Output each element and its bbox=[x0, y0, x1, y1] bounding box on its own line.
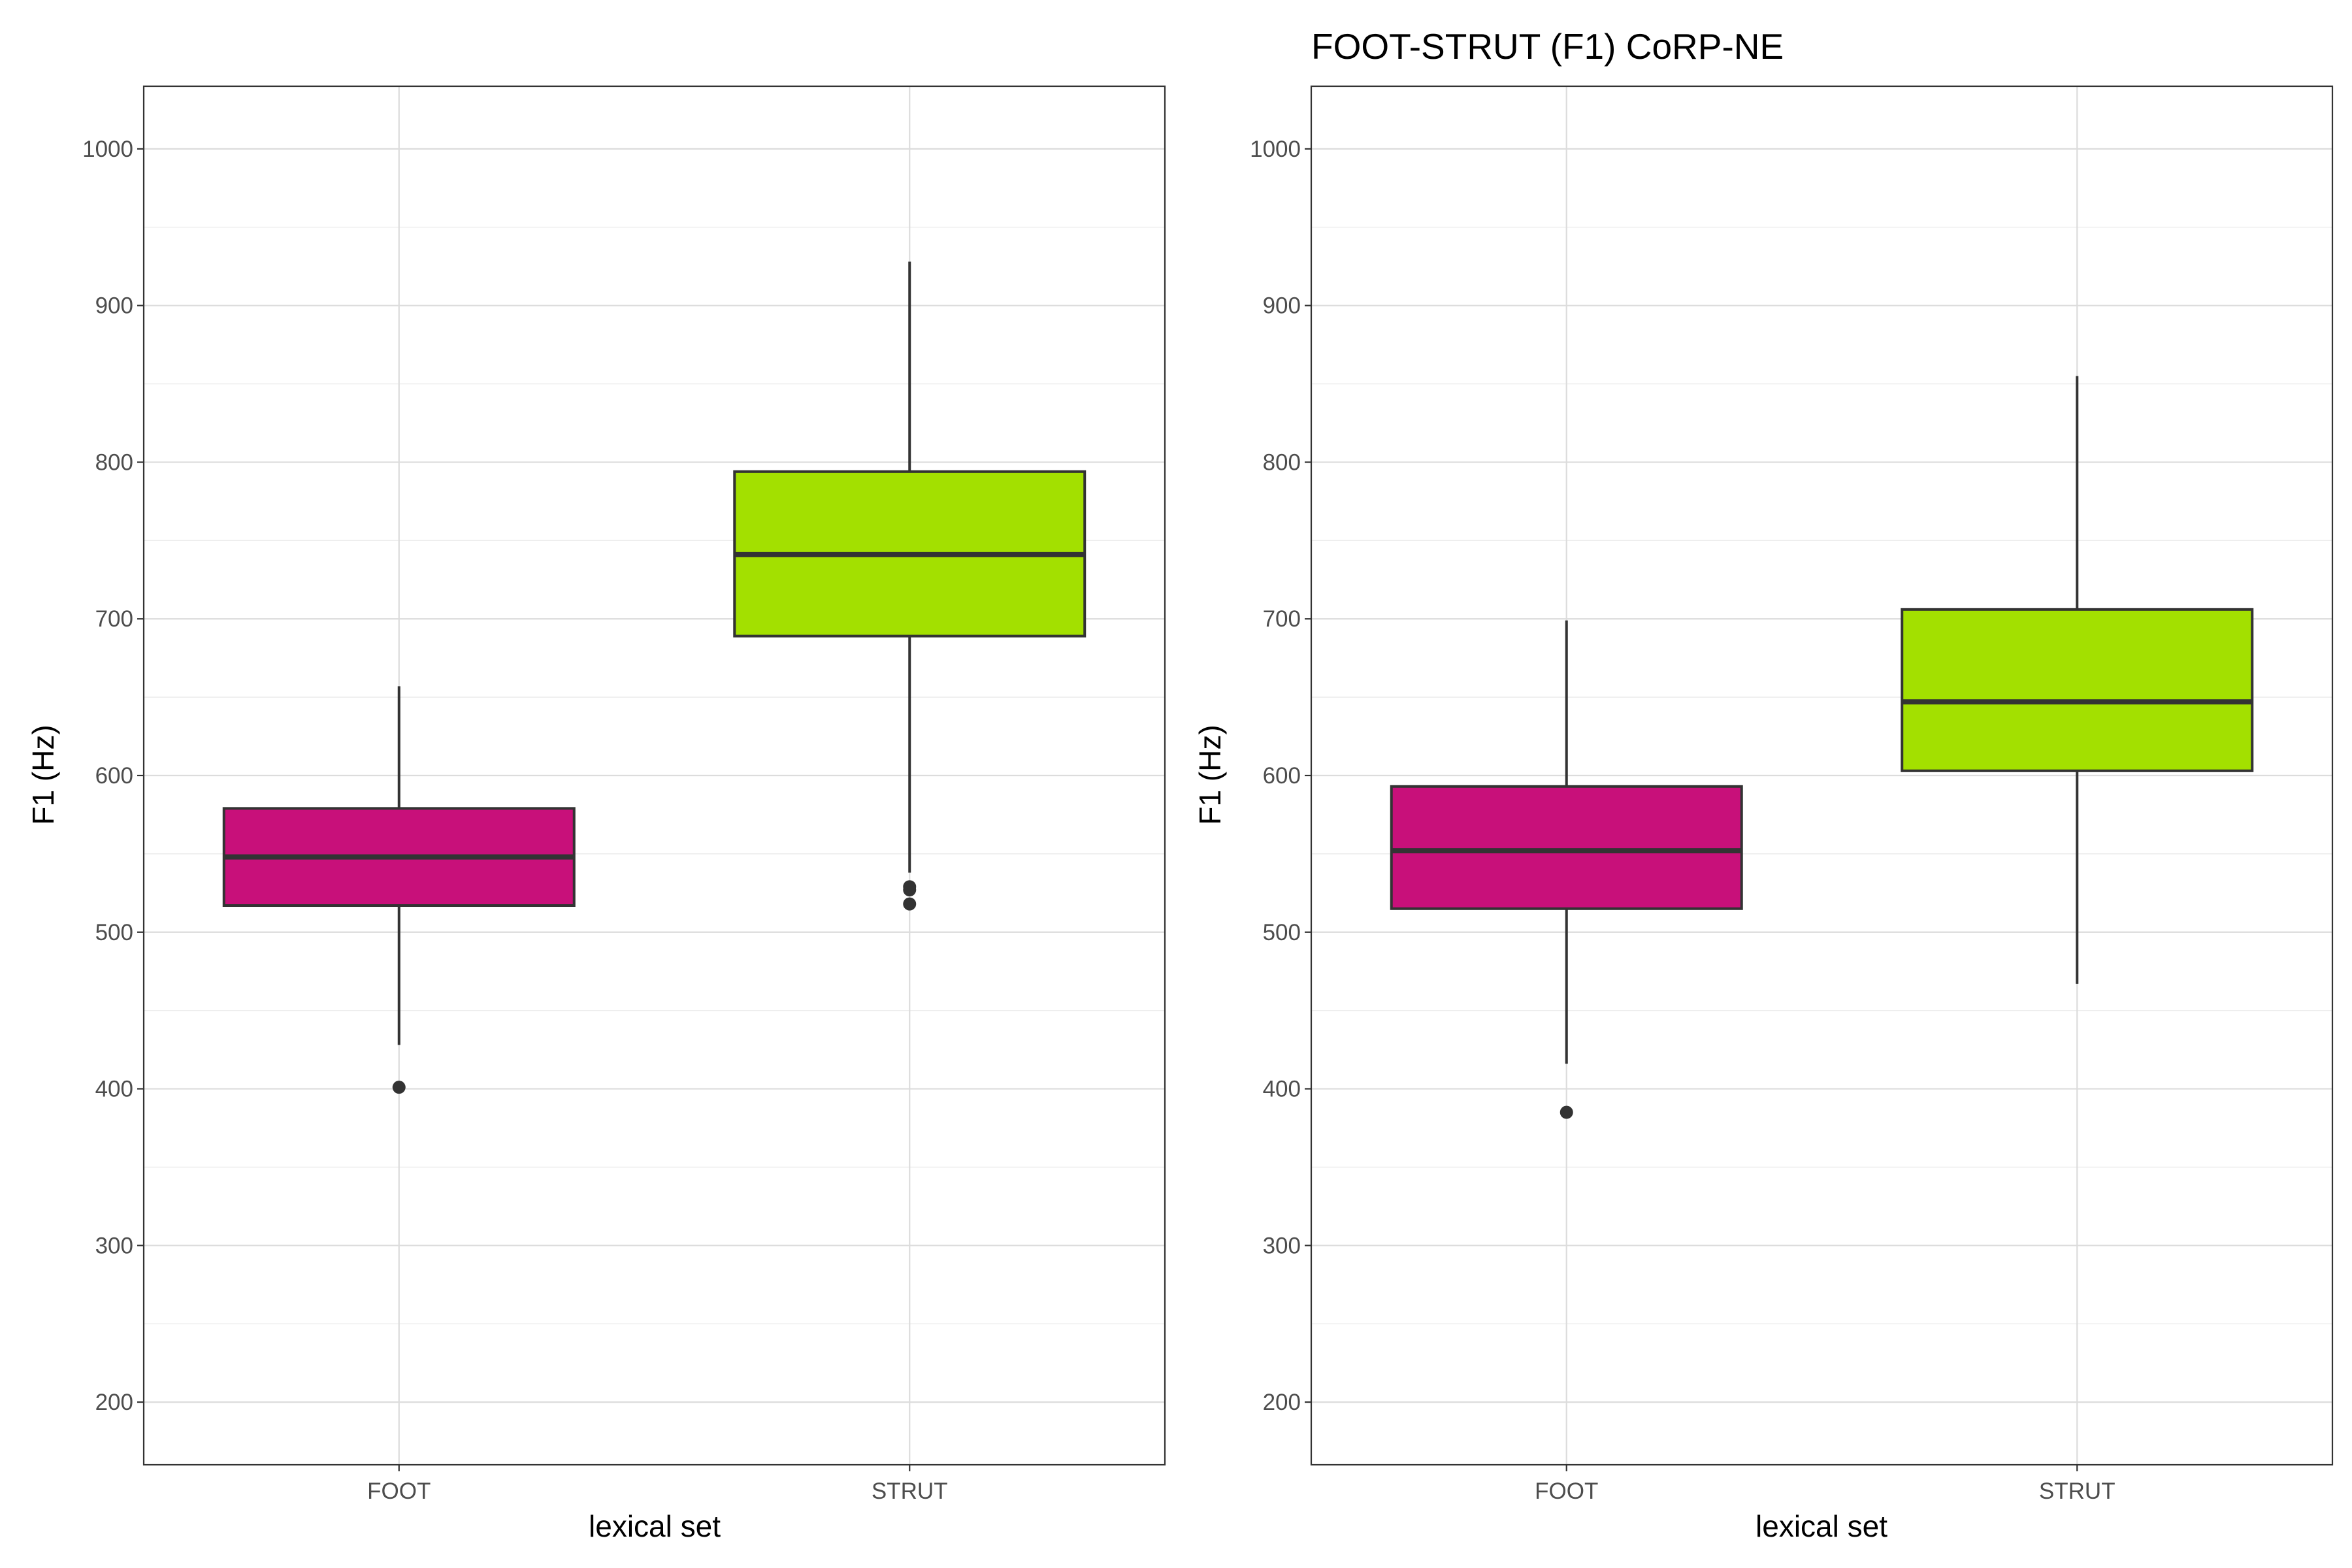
x-axis-title: lexical set bbox=[589, 1509, 721, 1543]
y-tick-label: 200 bbox=[1263, 1390, 1301, 1415]
y-tick-label: 900 bbox=[95, 293, 133, 319]
y-tick-label: 800 bbox=[95, 449, 133, 475]
y-tick-label: 700 bbox=[95, 606, 133, 632]
box-foot bbox=[222, 686, 576, 1094]
box-foot bbox=[1390, 620, 1743, 1119]
y-tick-label: 400 bbox=[1263, 1077, 1301, 1102]
y-tick-label: 200 bbox=[95, 1390, 133, 1415]
y-tick-label: 500 bbox=[95, 920, 133, 945]
plot-area: 200 300 400 500 600 700 800 900 1000 FOOT STRUT bbox=[1250, 85, 2334, 1504]
outlier-point bbox=[903, 883, 917, 897]
y-axis-title: F1 (Hz) bbox=[26, 725, 60, 825]
y-axis-title: F1 (Hz) bbox=[1193, 725, 1227, 825]
y-tick-label: 700 bbox=[1263, 606, 1301, 632]
y-tick-label: 800 bbox=[1263, 449, 1301, 475]
x-tick-label: STRUT bbox=[2039, 1478, 2115, 1504]
x-tick-label: STRUT bbox=[872, 1478, 948, 1504]
x-axis-title: lexical set bbox=[1756, 1509, 1887, 1543]
y-tick-label: 600 bbox=[1263, 763, 1301, 789]
y-tick-label: 900 bbox=[1263, 293, 1301, 319]
y-tick-label: 400 bbox=[95, 1077, 133, 1102]
x-tick-label: FOOT bbox=[1535, 1478, 1598, 1504]
y-tick-label: 500 bbox=[1263, 920, 1301, 945]
outlier-point bbox=[1560, 1105, 1573, 1119]
outlier-point bbox=[392, 1081, 406, 1094]
outlier-point bbox=[903, 897, 917, 911]
y-tick-label: 600 bbox=[95, 763, 133, 789]
right-panel: FOOT-STRUT (F1) CoRP-NE F1 (Hz) lexical … bbox=[1193, 26, 2334, 1543]
y-tick-label: 300 bbox=[95, 1233, 133, 1258]
y-tick-label: 1000 bbox=[1250, 137, 1301, 162]
box-strut bbox=[733, 261, 1086, 911]
box-strut bbox=[1901, 376, 2254, 984]
plot-area: 200 300 400 500 600 700 800 900 1000 FOOT STRUT bbox=[82, 85, 1166, 1504]
left-panel: F1 (Hz) lexical set 200 300 400 500 600 700 80… bbox=[26, 85, 1166, 1543]
iqr-box bbox=[1390, 785, 1743, 910]
y-tick-label: 1000 bbox=[82, 137, 133, 162]
panel-title: FOOT-STRUT (F1) CoRP-NE bbox=[1311, 26, 1784, 67]
iqr-box bbox=[1901, 608, 2254, 772]
y-tick-label: 300 bbox=[1263, 1233, 1301, 1258]
x-tick-label: FOOT bbox=[367, 1478, 431, 1504]
